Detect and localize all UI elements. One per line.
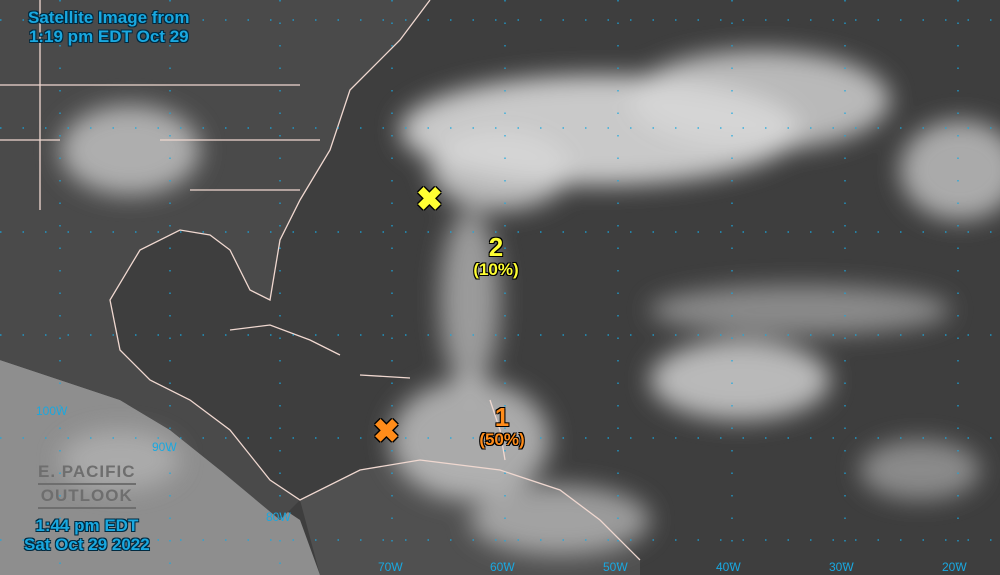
disturbance-2-x-icon[interactable]: ✖ [416,181,443,217]
lon-label: 100W [36,404,68,418]
footer-date: Sat Oct 29 2022 [24,535,150,554]
lon-label: 20W [942,560,967,574]
lon-label: 90W [152,440,177,454]
issue-time-label: 1:44 pm EDT Sat Oct 29 2022 [24,516,150,554]
disturbance-chance: (50%) [479,430,525,449]
disturbance-chance: (10%) [473,260,519,279]
lon-label: 30W [829,560,854,574]
lon-label: 40W [716,560,741,574]
disturbance-1-label[interactable]: 1 (50%) [470,404,534,449]
outlook-line1: E. PACIFIC [38,461,136,485]
disturbance-2-label[interactable]: 2 (10%) [464,234,528,279]
disturbance-1-x-icon[interactable]: ✖ [373,413,400,449]
east-pacific-outlook-link[interactable]: E. PACIFIC OUTLOOK [38,461,136,509]
footer-time: 1:44 pm EDT [35,516,139,535]
header-line1: Satellite Image from [28,8,190,27]
lon-label: 60W [490,560,515,574]
lon-label: 70W [378,560,403,574]
satellite-time-label: Satellite Image from 1:19 pm EDT Oct 29 [28,8,190,46]
disturbance-id: 2 [488,232,504,262]
lon-label: 80W [266,510,291,524]
disturbance-id: 1 [494,402,510,432]
outlook-line2: OUTLOOK [38,485,136,509]
coastlines [0,0,641,561]
cloud-cover [60,50,1000,555]
header-line2: 1:19 pm EDT Oct 29 [28,27,189,46]
lon-label: 50W [603,560,628,574]
